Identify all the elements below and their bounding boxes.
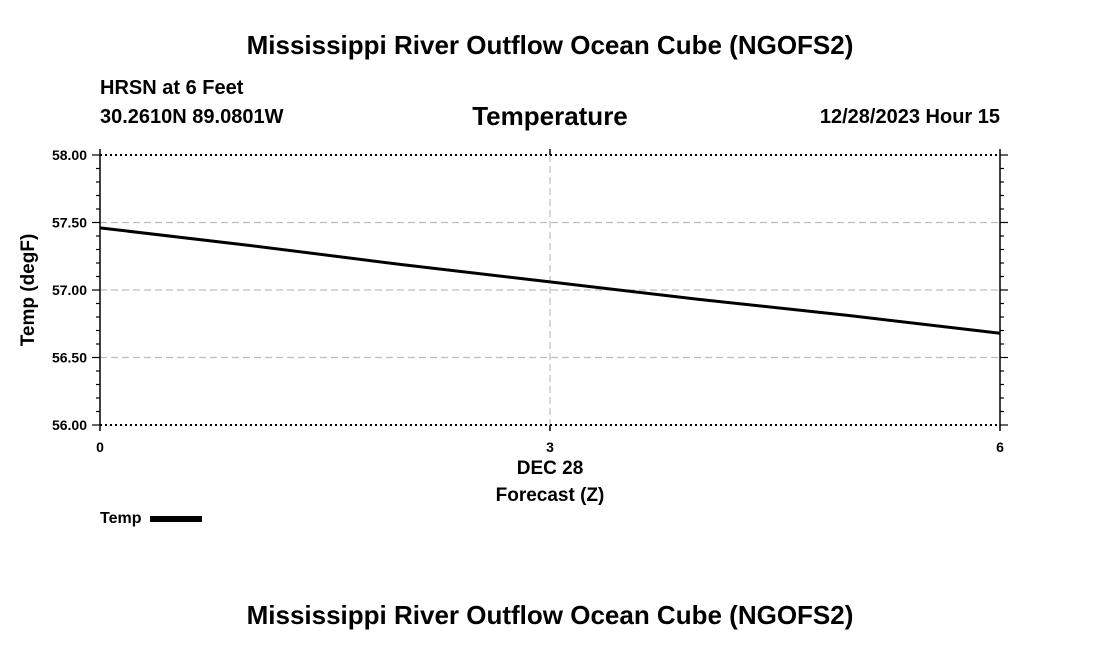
y-tick-label: 56.50	[52, 350, 87, 366]
chart-title: Temperature	[472, 101, 628, 131]
tick-labels: 56.00 56.50 57.00 57.50 58.00 0 3 6	[52, 147, 1004, 455]
legend-label-temp: Temp	[100, 510, 142, 527]
station-coordinates: 30.2610N 89.0801W	[100, 106, 284, 128]
y-tick-label: 56.00	[52, 417, 87, 433]
legend: Temp	[100, 510, 203, 528]
station-label: HRSN at 6 Feet	[100, 77, 244, 99]
y-axis-title: Temp (degF)	[18, 234, 39, 347]
axis-ticks	[92, 149, 1008, 431]
series-line-temp	[99, 226, 1001, 335]
x-axis-date-label: DEC 28	[517, 458, 584, 479]
legend-swatch-temp	[150, 516, 203, 522]
x-tick-label: 3	[546, 439, 554, 455]
series-lines	[99, 226, 1001, 335]
grid-lines	[100, 155, 1000, 425]
main-title: Mississippi River Outflow Ocean Cube (NG…	[246, 30, 854, 60]
x-tick-label: 6	[996, 439, 1004, 455]
footer-title: Mississippi River Outflow Ocean Cube (NG…	[246, 600, 854, 630]
y-tick-label: 57.50	[52, 215, 87, 231]
y-tick-label: 58.00	[52, 147, 87, 163]
forecast-datetime: 12/28/2023 Hour 15	[819, 106, 1000, 128]
y-tick-label: 57.00	[52, 282, 87, 298]
x-axis-title: Forecast (Z)	[496, 485, 605, 506]
x-tick-label: 0	[96, 439, 104, 455]
